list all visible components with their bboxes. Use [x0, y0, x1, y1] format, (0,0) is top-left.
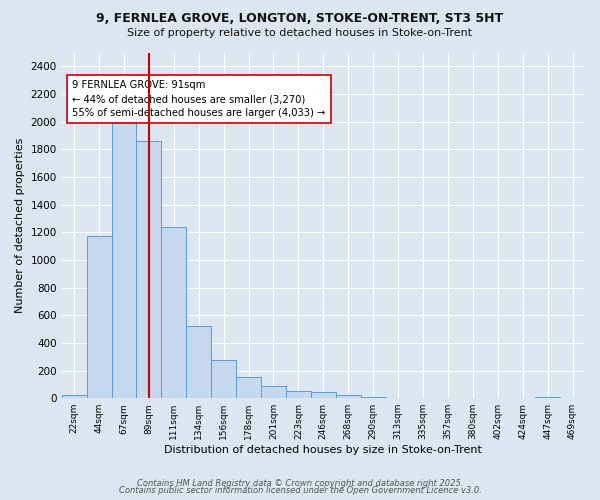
Bar	[186, 326, 211, 398]
Bar	[236, 377, 261, 398]
Bar	[361, 397, 386, 398]
Text: 9, FERNLEA GROVE, LONGTON, STOKE-ON-TRENT, ST3 5HT: 9, FERNLEA GROVE, LONGTON, STOKE-ON-TREN…	[97, 12, 503, 26]
X-axis label: Distribution of detached houses by size in Stoke-on-Trent: Distribution of detached houses by size …	[164, 445, 482, 455]
Bar	[86, 236, 112, 398]
Text: Contains HM Land Registry data © Crown copyright and database right 2025.: Contains HM Land Registry data © Crown c…	[137, 478, 463, 488]
Bar	[161, 226, 186, 398]
Bar	[311, 392, 336, 398]
Bar	[261, 386, 286, 398]
Bar	[112, 123, 136, 398]
Text: 9 FERNLEA GROVE: 91sqm
← 44% of detached houses are smaller (3,270)
55% of semi-: 9 FERNLEA GROVE: 91sqm ← 44% of detached…	[72, 80, 326, 118]
Text: Size of property relative to detached houses in Stoke-on-Trent: Size of property relative to detached ho…	[127, 28, 473, 38]
Bar	[62, 395, 86, 398]
Bar	[211, 360, 236, 398]
Bar	[336, 396, 361, 398]
Text: Contains public sector information licensed under the Open Government Licence v3: Contains public sector information licen…	[119, 486, 481, 495]
Bar	[535, 397, 560, 398]
Bar	[286, 390, 311, 398]
Bar	[136, 141, 161, 398]
Y-axis label: Number of detached properties: Number of detached properties	[15, 138, 25, 313]
